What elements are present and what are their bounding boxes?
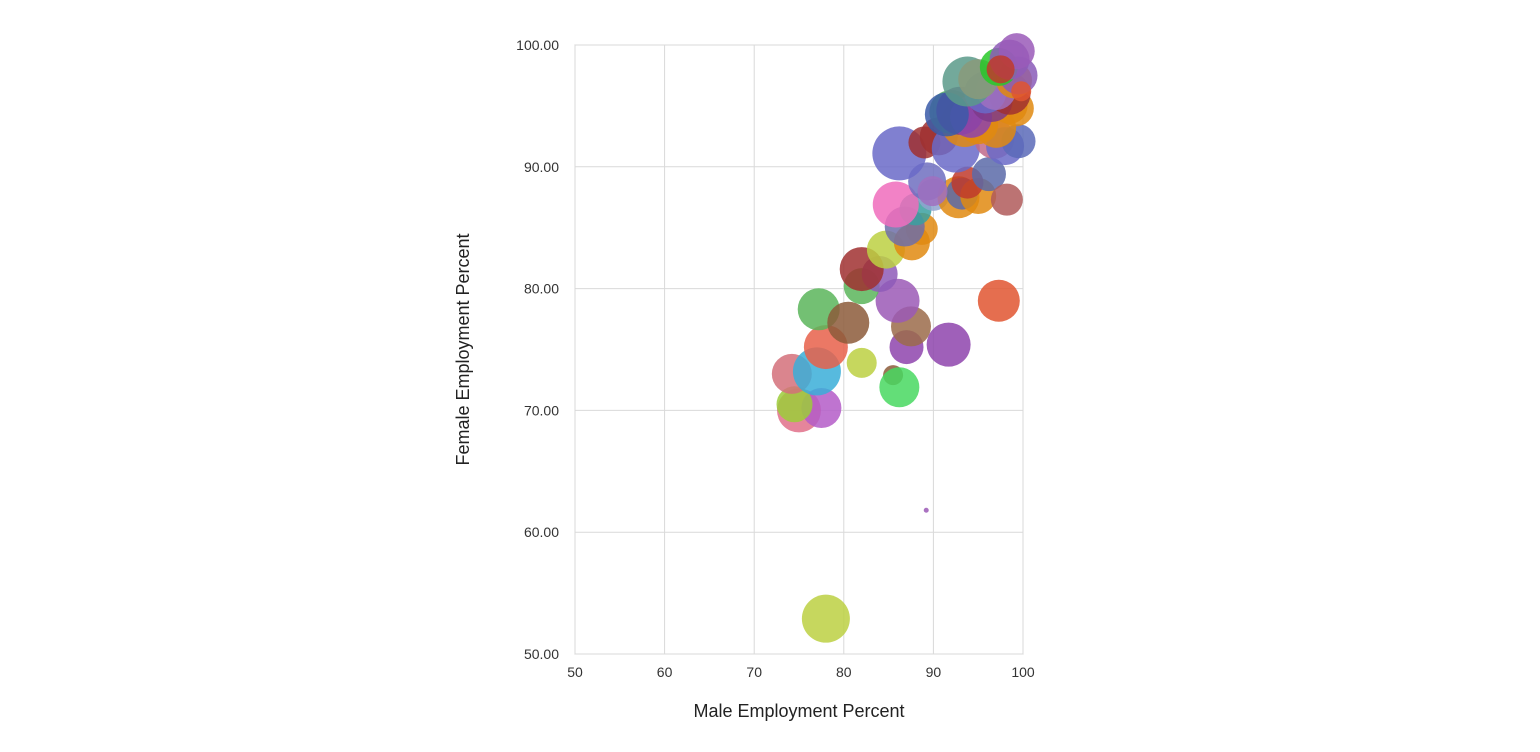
tick-layer: 50 60 70 80 90 100 50.00 60.00 70.00 80.00 90.00 10… [516, 37, 1035, 680]
data-point-bubble[interactable] [990, 183, 1023, 216]
y-tick-label: 50.00 [524, 646, 559, 662]
x-tick-label: 60 [657, 664, 673, 680]
data-point-bubble[interactable] [926, 322, 971, 367]
x-tick-label: 80 [836, 664, 852, 680]
y-tick-label: 70.00 [524, 402, 559, 418]
data-point-bubble[interactable] [801, 594, 850, 643]
x-axis-title: Male Employment Percent [693, 701, 904, 721]
data-point-bubble[interactable] [846, 347, 877, 378]
y-tick-label: 100.00 [516, 37, 559, 53]
bubble-layer [771, 33, 1038, 643]
y-tick-label: 80.00 [524, 281, 559, 297]
data-point-bubble[interactable] [1011, 81, 1032, 102]
data-point-bubble[interactable] [971, 157, 1006, 192]
x-tick-label: 50 [567, 664, 583, 680]
x-tick-label: 90 [926, 664, 942, 680]
y-axis-title: Female Employment Percent [453, 233, 473, 465]
data-point-bubble[interactable] [776, 386, 813, 423]
x-tick-label: 100 [1011, 664, 1035, 680]
data-point-bubble[interactable] [977, 279, 1020, 322]
data-point-bubble[interactable] [801, 387, 842, 428]
data-point-bubble[interactable] [986, 55, 1015, 84]
data-point-bubble[interactable] [923, 507, 929, 513]
y-tick-label: 90.00 [524, 159, 559, 175]
x-tick-label: 70 [746, 664, 762, 680]
data-point-bubble[interactable] [917, 176, 948, 207]
data-point-bubble[interactable] [879, 367, 920, 408]
data-point-bubble[interactable] [872, 181, 919, 228]
y-tick-label: 60.00 [524, 524, 559, 540]
data-point-bubble[interactable] [827, 301, 870, 344]
